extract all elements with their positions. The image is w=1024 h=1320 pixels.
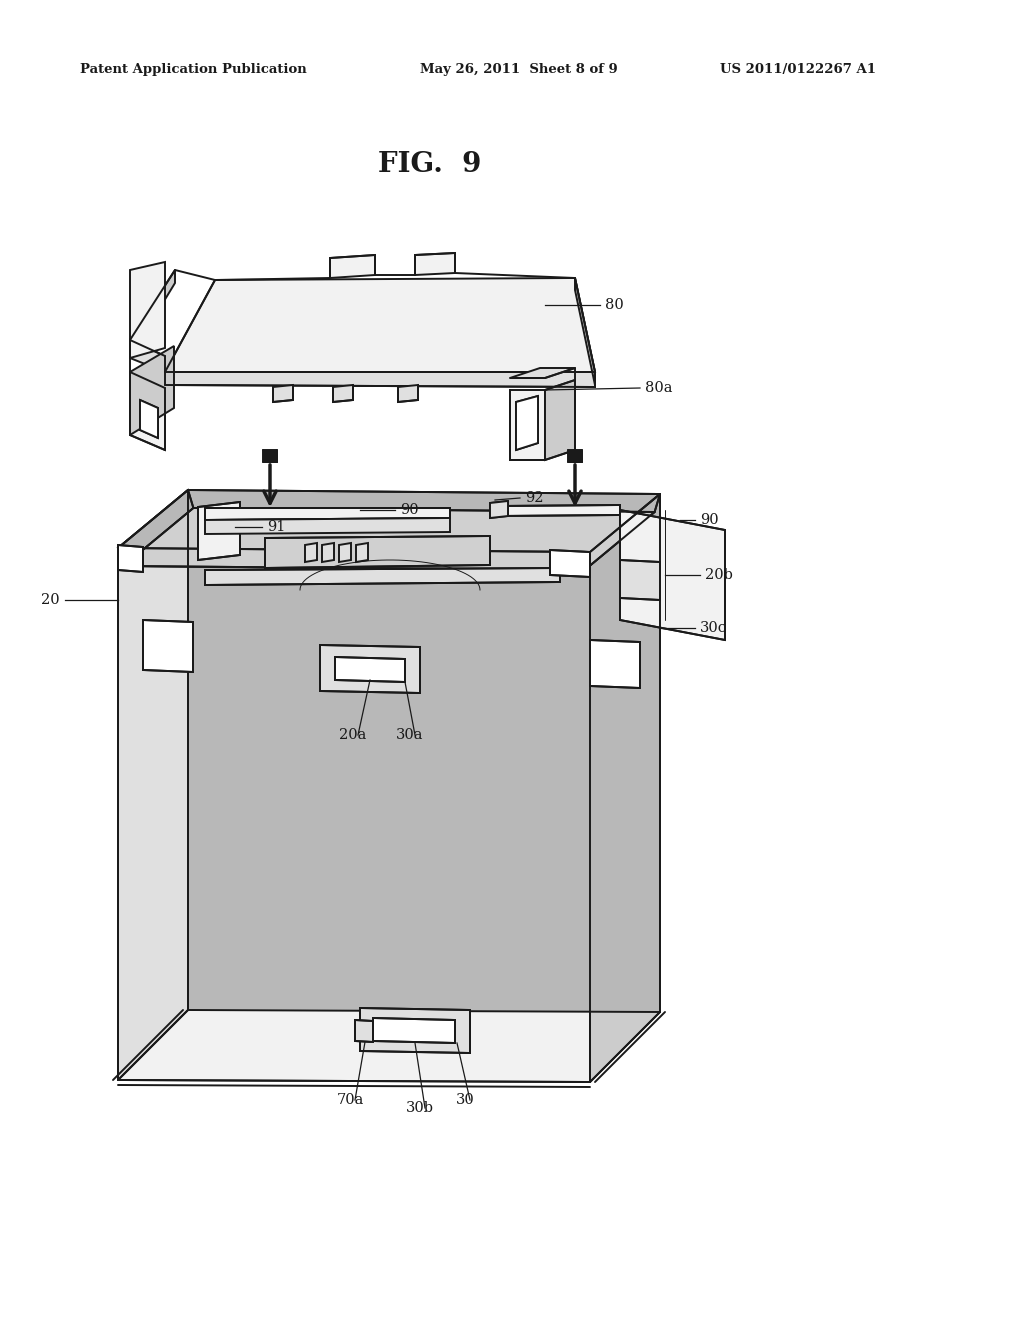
Text: 80: 80: [605, 298, 624, 312]
Polygon shape: [373, 1018, 455, 1043]
Polygon shape: [263, 450, 278, 462]
Polygon shape: [130, 261, 165, 358]
Text: 30c: 30c: [700, 620, 727, 635]
Polygon shape: [590, 640, 640, 688]
Polygon shape: [165, 279, 595, 372]
Polygon shape: [510, 389, 545, 459]
Polygon shape: [360, 1008, 470, 1053]
Polygon shape: [118, 548, 590, 1082]
Polygon shape: [335, 657, 406, 682]
Text: US 2011/0122267 A1: US 2011/0122267 A1: [720, 63, 876, 77]
Polygon shape: [305, 543, 317, 562]
Polygon shape: [620, 560, 660, 601]
Polygon shape: [330, 255, 375, 279]
Polygon shape: [333, 385, 353, 403]
Polygon shape: [130, 346, 174, 436]
Polygon shape: [188, 490, 660, 1012]
Polygon shape: [568, 450, 582, 462]
Polygon shape: [130, 341, 165, 372]
Text: 92: 92: [525, 491, 544, 506]
Polygon shape: [585, 494, 660, 570]
Polygon shape: [165, 372, 595, 387]
Text: 20b: 20b: [705, 568, 733, 582]
Text: May 26, 2011  Sheet 8 of 9: May 26, 2011 Sheet 8 of 9: [420, 63, 617, 77]
Text: 20: 20: [41, 593, 60, 607]
Polygon shape: [205, 568, 560, 585]
Text: 91: 91: [267, 520, 286, 535]
Polygon shape: [273, 385, 293, 403]
Text: FIG.  9: FIG. 9: [378, 152, 481, 178]
Polygon shape: [130, 271, 175, 356]
Polygon shape: [500, 506, 620, 516]
Polygon shape: [265, 536, 490, 568]
Polygon shape: [398, 385, 418, 403]
Polygon shape: [356, 543, 368, 562]
Polygon shape: [355, 1020, 373, 1041]
Text: 90: 90: [400, 503, 419, 517]
Polygon shape: [118, 545, 143, 572]
Polygon shape: [575, 279, 595, 385]
Polygon shape: [118, 490, 194, 566]
Polygon shape: [545, 380, 575, 459]
Polygon shape: [339, 543, 351, 562]
Polygon shape: [124, 508, 654, 570]
Text: 30b: 30b: [406, 1101, 434, 1115]
Polygon shape: [490, 502, 508, 517]
Text: 90: 90: [700, 513, 719, 527]
Text: 30a: 30a: [396, 729, 424, 742]
Polygon shape: [198, 502, 240, 560]
Polygon shape: [516, 396, 538, 450]
Polygon shape: [143, 620, 193, 672]
Polygon shape: [130, 372, 165, 450]
Polygon shape: [415, 253, 455, 275]
Polygon shape: [322, 543, 334, 562]
Polygon shape: [118, 490, 188, 1080]
Polygon shape: [550, 550, 590, 577]
Text: 70a: 70a: [336, 1093, 364, 1107]
Text: Patent Application Publication: Patent Application Publication: [80, 63, 307, 77]
Polygon shape: [620, 510, 725, 640]
Polygon shape: [510, 368, 575, 378]
Text: 80a: 80a: [645, 381, 673, 395]
Polygon shape: [140, 400, 158, 438]
Polygon shape: [319, 645, 420, 693]
Polygon shape: [590, 494, 660, 1082]
Text: 30: 30: [456, 1093, 474, 1107]
Polygon shape: [205, 508, 450, 520]
Polygon shape: [205, 517, 450, 535]
Text: 20a: 20a: [339, 729, 367, 742]
Polygon shape: [118, 548, 590, 570]
